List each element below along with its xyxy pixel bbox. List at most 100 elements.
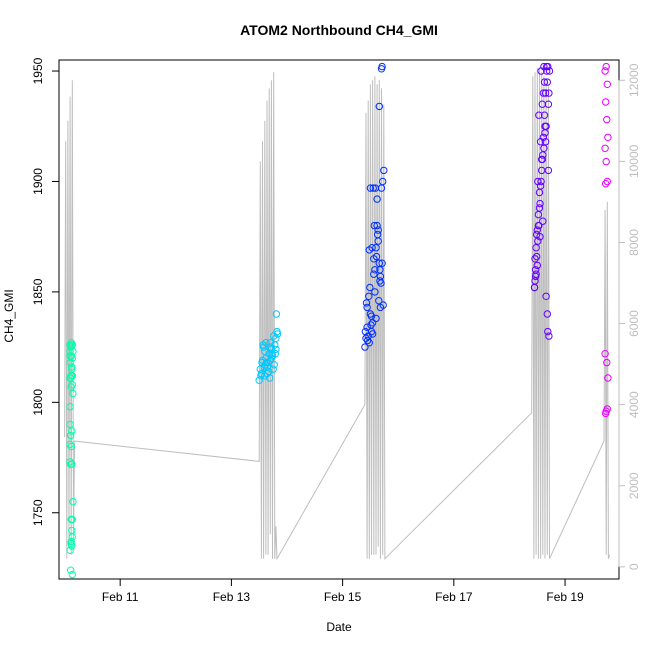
data-point — [369, 184, 377, 192]
data-point — [540, 78, 549, 86]
data-point — [366, 184, 375, 192]
y2-axis: 0 2000 4000 6000 8000 10000 12000 — [618, 63, 641, 570]
data-point — [541, 129, 549, 137]
series-3 — [361, 62, 388, 351]
data-point — [373, 221, 381, 230]
data-point — [376, 266, 384, 274]
data-point — [539, 151, 547, 159]
data-point — [68, 515, 77, 524]
chart-title: ATOM2 Northbound CH4_GMI — [240, 22, 438, 38]
x-tick-label: Feb 17 — [435, 590, 473, 604]
series-5 — [601, 62, 612, 418]
data-point — [375, 297, 383, 305]
points-layer — [66, 62, 612, 579]
data-point — [68, 533, 77, 541]
data-point — [545, 332, 553, 340]
data-point — [533, 261, 541, 270]
data-point — [66, 546, 74, 554]
data-point — [67, 431, 75, 440]
data-point — [602, 180, 610, 188]
data-point — [67, 343, 75, 351]
data-point — [602, 409, 610, 418]
data-point — [540, 111, 549, 119]
y2-tick-label: 6000 — [627, 310, 641, 337]
y-tick-label: 1800 — [31, 389, 45, 416]
data-point — [536, 138, 545, 146]
data-point — [266, 339, 274, 347]
data-point — [544, 327, 552, 336]
series-2 — [255, 310, 282, 384]
data-point — [604, 374, 612, 382]
data-point — [375, 102, 383, 111]
data-point — [66, 403, 74, 411]
data-point — [532, 244, 540, 252]
data-point — [538, 100, 546, 108]
y-axis-label: CH4_GMI — [2, 289, 16, 342]
data-point — [267, 343, 275, 351]
data-point — [374, 226, 382, 234]
x-axis: Feb 11 Feb 13 Feb 15 Feb 17 Feb 19 — [102, 578, 584, 604]
data-point — [67, 383, 75, 391]
data-point — [68, 427, 76, 435]
data-point — [372, 244, 380, 252]
data-point — [602, 62, 610, 71]
data-point — [535, 204, 544, 212]
data-point — [380, 166, 388, 175]
data-point — [68, 365, 76, 373]
data-point — [603, 177, 611, 186]
data-point — [266, 374, 274, 382]
x-tick-label: Feb 11 — [102, 590, 139, 604]
data-point — [533, 252, 541, 261]
data-point — [379, 177, 387, 186]
data-point — [368, 330, 377, 338]
data-point — [255, 376, 263, 384]
data-point — [367, 312, 376, 320]
data-point — [367, 321, 375, 329]
data-point — [370, 221, 378, 230]
x-axis-label: Date — [326, 620, 352, 634]
data-point — [68, 363, 76, 371]
data-point — [365, 292, 373, 300]
data-point — [539, 217, 547, 225]
data-point — [262, 339, 270, 347]
data-point — [257, 369, 266, 378]
data-point — [542, 292, 550, 300]
series-4 — [530, 62, 554, 340]
data-point — [376, 303, 385, 312]
data-point — [273, 330, 282, 338]
data-point — [601, 350, 609, 358]
x-tick-label: Feb 13 — [213, 590, 251, 604]
y-tick-label: 1900 — [31, 168, 45, 195]
data-point — [378, 62, 386, 71]
data-point — [603, 80, 611, 89]
data-point — [69, 498, 77, 506]
data-point — [531, 255, 539, 263]
x-tick-label: Feb 19 — [546, 590, 584, 604]
data-point — [269, 365, 277, 373]
data-point — [67, 352, 75, 360]
data-point — [261, 347, 269, 356]
data-point — [363, 336, 372, 345]
data-point — [545, 89, 553, 97]
y-axis: 1750 1800 1850 1900 1950 — [31, 57, 60, 526]
data-point — [363, 303, 371, 312]
data-point — [602, 157, 610, 166]
data-point — [535, 111, 543, 119]
y2-tick-label: 4000 — [627, 391, 641, 418]
y2-tick-label: 12000 — [627, 63, 641, 97]
data-point — [66, 420, 74, 429]
data-point — [534, 177, 542, 186]
data-point — [533, 230, 541, 239]
data-point — [541, 138, 550, 146]
data-point — [373, 230, 382, 239]
data-point — [603, 358, 611, 367]
data-point — [270, 332, 278, 340]
data-point — [539, 89, 548, 97]
data-point — [601, 67, 609, 75]
data-point — [365, 339, 373, 347]
x-tick-label: Feb 15 — [324, 590, 362, 604]
data-point — [365, 246, 373, 254]
y2-tick-label: 2000 — [627, 472, 641, 499]
data-point — [363, 323, 371, 331]
